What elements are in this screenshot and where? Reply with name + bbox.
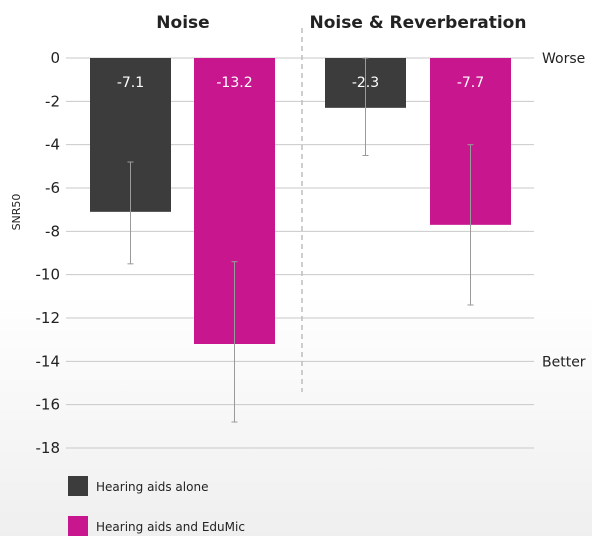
y-axis-label: SNR50: [10, 194, 23, 231]
legend-label-hearing-aids-edumic: Hearing aids and EduMic: [96, 520, 245, 534]
y-tick-label: -2: [45, 92, 60, 110]
y-tick-label: -8: [45, 222, 60, 240]
legend-swatch-hearing-aids-alone: [68, 476, 88, 496]
legend: Hearing aids alone Hearing aids and EduM…: [68, 476, 245, 536]
group-title-noise-reverberation: Noise & Reverberation: [310, 13, 527, 33]
y-tick-label: -16: [36, 396, 61, 414]
y-tick-label: -18: [36, 439, 61, 457]
group-title-noise: Noise: [156, 13, 209, 33]
y-tick-label: -4: [45, 136, 60, 154]
error-bars: [127, 57, 474, 423]
bar-value-label: -13.2: [216, 75, 252, 91]
y-tick-label: -6: [45, 179, 60, 197]
bar-value-label: -2.3: [352, 75, 379, 91]
y-tick-label: 0: [50, 49, 60, 67]
bar-value-label: -7.1: [117, 75, 144, 91]
side-label-worse: Worse: [542, 51, 585, 67]
y-tick-label: -14: [36, 352, 61, 370]
y-tick-label: -10: [36, 266, 61, 284]
side-labels: Worse Better: [542, 51, 586, 370]
legend-swatch-hearing-aids-edumic: [68, 516, 88, 536]
side-label-better: Better: [542, 354, 586, 370]
legend-label-hearing-aids-alone: Hearing aids alone: [96, 480, 208, 494]
y-axis-ticks: 0 -2 -4 -6 -8 -10 -12 -14 -16 -18: [36, 49, 61, 457]
bar-value-label: -7.7: [457, 75, 484, 91]
bar-value-labels: -7.1 -2.3 -13.2 -7.7: [117, 75, 484, 91]
y-tick-label: -12: [36, 309, 61, 327]
